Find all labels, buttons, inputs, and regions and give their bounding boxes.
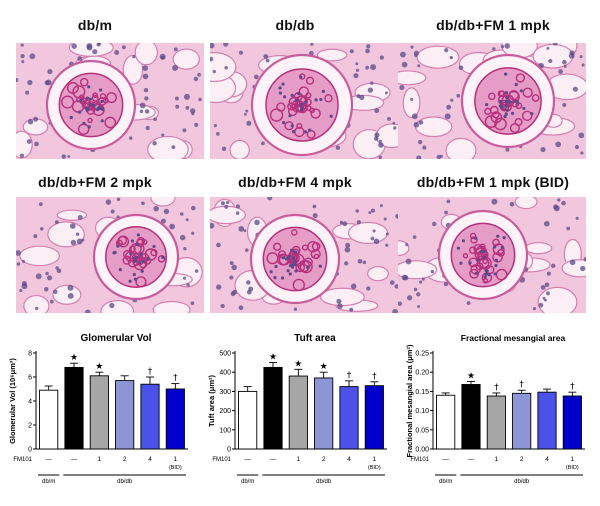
category-sublabel: (BID) bbox=[566, 465, 579, 471]
category-label: 4 bbox=[347, 456, 351, 463]
bar bbox=[436, 394, 456, 450]
category-sublabel: (BID) bbox=[368, 465, 381, 471]
bar bbox=[238, 390, 258, 450]
chart-glomerular-vol: Glomerular Vol Glomerular Vol (10⁶μm³) 0 2 4… bbox=[6, 325, 196, 495]
chart-title: Glomerular Vol bbox=[81, 333, 152, 344]
panel-label-db-db: db/db bbox=[275, 17, 315, 33]
bar bbox=[89, 375, 109, 450]
y-tick-label: 0 bbox=[28, 447, 32, 454]
category-label: 1 bbox=[297, 456, 301, 463]
significance-mark: ★ bbox=[467, 371, 475, 381]
group-label: db/m bbox=[241, 479, 254, 485]
bar bbox=[140, 383, 160, 450]
bar bbox=[512, 392, 532, 450]
significance-mark: † bbox=[570, 382, 575, 392]
y-tick-label: 0.25 bbox=[415, 351, 429, 358]
y-tick-label: 300 bbox=[219, 389, 231, 396]
bar bbox=[339, 386, 359, 450]
bar bbox=[288, 375, 308, 450]
bar bbox=[537, 391, 557, 450]
y-tick-label: 8 bbox=[28, 351, 32, 358]
bar bbox=[562, 395, 582, 450]
micrograph-fm-2mpk bbox=[16, 197, 204, 313]
chart-title: Fractional mesangial area bbox=[461, 333, 566, 343]
y-tick-label: 100 bbox=[219, 427, 231, 434]
category-label: 4 bbox=[148, 456, 152, 463]
significance-mark: ★ bbox=[320, 362, 328, 372]
significance-mark: † bbox=[148, 367, 153, 377]
y-tick-label: 0.15 bbox=[415, 389, 429, 396]
bar bbox=[486, 395, 506, 450]
bar bbox=[461, 384, 481, 450]
bar bbox=[364, 385, 384, 450]
panel-label-fm-1mpk: db/db+FM 1 mpk bbox=[436, 17, 550, 33]
significance-mark: ★ bbox=[95, 362, 103, 372]
treatment-label: FM101 bbox=[410, 457, 429, 463]
category-label: 1 bbox=[174, 456, 178, 463]
y-tick-label: 4 bbox=[28, 399, 32, 406]
treatment-label: FM101 bbox=[212, 457, 231, 463]
category-label: — bbox=[244, 456, 251, 463]
y-axis-label: Fractional mesangial area (μm²) bbox=[405, 344, 414, 457]
treatment-label: FM101 bbox=[13, 457, 32, 463]
category-label: 4 bbox=[545, 456, 549, 463]
panel-label-fm-1mpk-bid: db/db+FM 1 mpk (BID) bbox=[416, 174, 570, 190]
significance-mark: † bbox=[519, 380, 524, 390]
significance-mark: † bbox=[347, 371, 352, 381]
significance-mark: ★ bbox=[70, 353, 78, 363]
y-tick-label: 0 bbox=[227, 447, 231, 454]
category-label: — bbox=[270, 456, 277, 463]
bar bbox=[39, 389, 59, 450]
category-label: 1 bbox=[495, 456, 499, 463]
y-axis-label: Glomerular Vol (10⁶μm³) bbox=[8, 358, 17, 444]
category-label: — bbox=[71, 456, 78, 463]
chart-title: Tuft area bbox=[294, 333, 336, 344]
panel-label-fm-4mpk: db/db+FM 4 mpk bbox=[238, 174, 352, 190]
significance-mark: † bbox=[173, 374, 178, 384]
category-label: 1 bbox=[98, 456, 102, 463]
significance-mark: † bbox=[494, 383, 499, 393]
significance-mark: ★ bbox=[269, 353, 277, 363]
group-label: db/db bbox=[117, 479, 133, 485]
y-axis-label: Tuft area (μm²) bbox=[207, 375, 216, 427]
category-label: — bbox=[468, 456, 475, 463]
y-tick-label: 400 bbox=[219, 370, 231, 377]
micrograph-db-db bbox=[210, 43, 398, 159]
bar bbox=[64, 366, 84, 450]
y-tick-label: 0.05 bbox=[415, 427, 429, 434]
micrograph-fm-1mpk bbox=[398, 43, 586, 159]
group-label: db/db bbox=[514, 479, 530, 485]
micrograph-fm-1mpk-bid bbox=[398, 197, 586, 313]
category-label: 2 bbox=[520, 456, 524, 463]
chart-tuft-area: Tuft area Tuft area (μm²) 0 100 200 300 400 500… bbox=[205, 325, 395, 495]
y-tick-label: 0.10 bbox=[415, 408, 429, 415]
category-label: — bbox=[45, 456, 52, 463]
y-tick-label: 0.00 bbox=[415, 447, 429, 454]
group-label: db/db bbox=[316, 479, 332, 485]
y-tick-label: 2 bbox=[28, 423, 32, 430]
group-label: db/m bbox=[439, 479, 452, 485]
chart-fractional-mesangial-area: Fractional mesangial area Fractional mesa… bbox=[403, 325, 593, 495]
bar bbox=[165, 388, 185, 450]
micrograph-db-m bbox=[16, 43, 204, 159]
category-label: — bbox=[442, 456, 449, 463]
y-tick-label: 500 bbox=[219, 351, 231, 358]
bar bbox=[263, 366, 283, 450]
category-label: 1 bbox=[571, 456, 575, 463]
y-tick-label: 200 bbox=[219, 408, 231, 415]
y-tick-label: 6 bbox=[28, 375, 32, 382]
bar bbox=[115, 380, 135, 450]
panel-label-fm-2mpk: db/db+FM 2 mpk bbox=[38, 174, 152, 190]
y-tick-label: 0.20 bbox=[415, 370, 429, 377]
group-label: db/m bbox=[42, 479, 55, 485]
bar bbox=[314, 377, 334, 450]
category-sublabel: (BID) bbox=[169, 465, 182, 471]
panel-label-db-m: db/m bbox=[77, 17, 113, 33]
category-label: 1 bbox=[373, 456, 377, 463]
significance-mark: ★ bbox=[294, 359, 302, 369]
category-label: 2 bbox=[322, 456, 326, 463]
significance-mark: † bbox=[372, 372, 377, 382]
category-label: 2 bbox=[123, 456, 127, 463]
micrograph-fm-4mpk bbox=[210, 197, 398, 313]
